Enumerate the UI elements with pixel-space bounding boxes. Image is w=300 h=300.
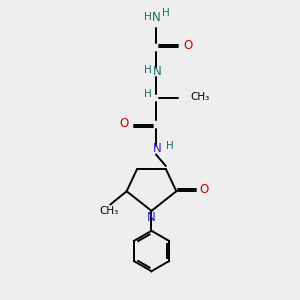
Text: N: N — [153, 65, 162, 78]
Text: N: N — [152, 11, 161, 24]
Text: H: H — [144, 65, 152, 75]
Text: O: O — [119, 117, 129, 130]
Text: CH₃: CH₃ — [99, 206, 119, 216]
Text: H: H — [166, 141, 174, 152]
Text: N: N — [147, 211, 156, 224]
Text: N: N — [153, 142, 162, 155]
Text: CH₃: CH₃ — [190, 92, 209, 101]
Text: O: O — [200, 183, 209, 196]
Text: H: H — [163, 8, 170, 18]
Text: O: O — [183, 40, 192, 52]
Text: H: H — [144, 12, 152, 22]
Text: H: H — [144, 89, 152, 99]
